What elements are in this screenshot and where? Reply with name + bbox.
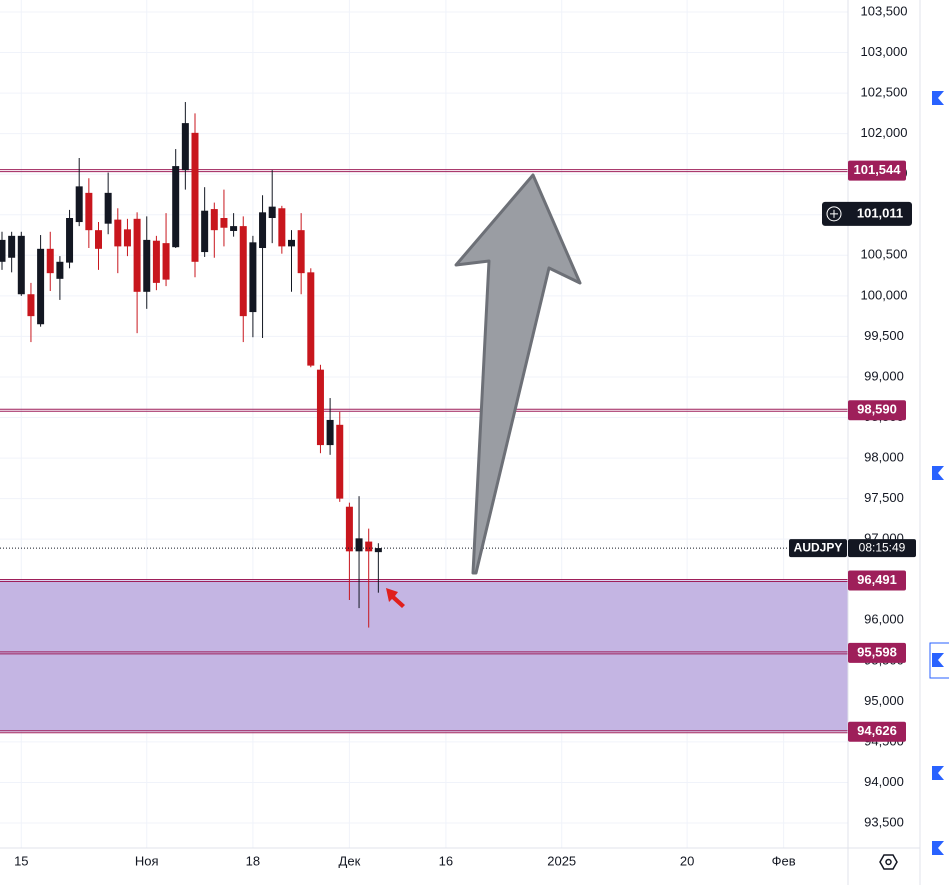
candle-body: [365, 541, 373, 552]
time-axis-bg: [0, 848, 920, 885]
candle-body: [181, 123, 189, 171]
x-tick-label: 2025: [547, 853, 576, 868]
candle-body: [37, 248, 45, 325]
candle-body: [297, 230, 305, 274]
level-label: 98,590: [857, 402, 897, 417]
y-tick-label: 98,000: [864, 450, 904, 465]
crosshair-label: 101,011: [857, 205, 903, 220]
x-tick-label: 18: [246, 853, 260, 868]
level-label: 101,544: [854, 162, 902, 177]
level-label-bg: [848, 721, 906, 742]
annotations: [386, 173, 582, 608]
countdown-label: 08:15:49: [859, 540, 906, 554]
y-tick-label: 100,500: [861, 247, 908, 262]
candle-body: [268, 206, 276, 219]
candle-body: [56, 261, 64, 279]
x-tick-label: 15: [14, 853, 28, 868]
candle-body: [152, 240, 160, 283]
y-tick-label: 103,000: [861, 44, 908, 59]
y-tick-label: 96,000: [864, 612, 904, 627]
alert-flag[interactable]: [932, 766, 944, 780]
candle-body: [220, 218, 228, 228]
crosshair-label-bg: [822, 201, 912, 226]
projection-arrow: [454, 173, 582, 575]
alert-box[interactable]: [929, 642, 949, 679]
settings-icon[interactable]: [879, 854, 898, 870]
symbol-label-bg: [789, 539, 847, 558]
y-tick-label: 95,000: [864, 693, 904, 708]
y-tick-label: 102,500: [861, 85, 908, 100]
candle-body: [123, 229, 131, 247]
y-tick-label: 100,000: [861, 287, 908, 302]
candle-body: [172, 166, 180, 248]
candle-body: [230, 226, 238, 231]
candle-body: [249, 242, 257, 313]
candle-body: [316, 369, 324, 446]
candle-body: [374, 548, 382, 553]
candle-body: [104, 192, 112, 224]
x-tick-label: 16: [439, 853, 453, 868]
countdown-bg: [848, 539, 916, 558]
y-tick-label: 103,500: [861, 3, 908, 18]
level-label-bg: [848, 160, 906, 181]
y-tick-label: 99,000: [864, 368, 904, 383]
candle-body: [191, 132, 199, 262]
level-label-bg: [848, 642, 906, 663]
candle-body: [95, 230, 102, 249]
axes: 103,500103,000102,500102,000101,500101,0…: [14, 3, 916, 868]
candle-body: [288, 239, 295, 247]
level-label: 95,598: [857, 644, 897, 659]
candle-body: [210, 209, 218, 231]
y-tick-label: 102,000: [861, 125, 908, 140]
symbol-label: AUDJPY: [794, 540, 843, 554]
candle-body: [162, 243, 170, 280]
candle-body: [326, 419, 334, 446]
settings-icon-center[interactable]: [885, 858, 892, 866]
y-tick-label: 99,500: [864, 328, 904, 343]
candle-body: [278, 208, 286, 247]
level-label: 94,626: [857, 723, 897, 738]
candle-body: [17, 235, 25, 295]
x-tick-label: Дек: [339, 853, 361, 868]
candle-body: [355, 538, 363, 552]
candle-body: [345, 506, 353, 552]
candle-body: [307, 272, 315, 366]
candle-body: [143, 239, 151, 292]
right-toolbar: [879, 0, 949, 885]
candle-body: [133, 218, 141, 292]
alert-flag[interactable]: [932, 466, 944, 480]
alert-flag[interactable]: [932, 91, 944, 105]
zone: [0, 580, 848, 732]
candle-body: [75, 186, 83, 223]
candle-body: [0, 239, 6, 262]
candle-body: [201, 210, 209, 253]
candle-body: [239, 226, 247, 317]
candle-body: [27, 294, 35, 317]
add-alert-icon: [826, 206, 842, 222]
candle-body: [259, 212, 267, 249]
x-tick-label: Ноя: [135, 853, 159, 868]
alert-flag[interactable]: [932, 653, 944, 667]
x-tick-label: 20: [680, 853, 694, 868]
candle-body: [85, 192, 93, 231]
x-tick-label: Фев: [772, 853, 796, 868]
candle-body: [114, 219, 122, 247]
level-label-bg: [848, 400, 906, 421]
y-tick-label: 97,500: [864, 490, 904, 505]
level-label: 96,491: [857, 572, 897, 587]
y-tick-label: 94,000: [864, 774, 904, 789]
pointer-arrow: [386, 588, 405, 608]
alert-flag[interactable]: [932, 841, 944, 855]
candle-body: [66, 218, 74, 263]
candle-body: [8, 235, 16, 258]
candles: [0, 102, 848, 628]
settings-button[interactable]: [879, 854, 898, 870]
zone-layer: [0, 169, 848, 734]
candle-body: [46, 248, 54, 274]
candle-body: [336, 424, 344, 499]
y-tick-label: 93,500: [864, 814, 904, 829]
level-label-bg: [848, 570, 906, 591]
